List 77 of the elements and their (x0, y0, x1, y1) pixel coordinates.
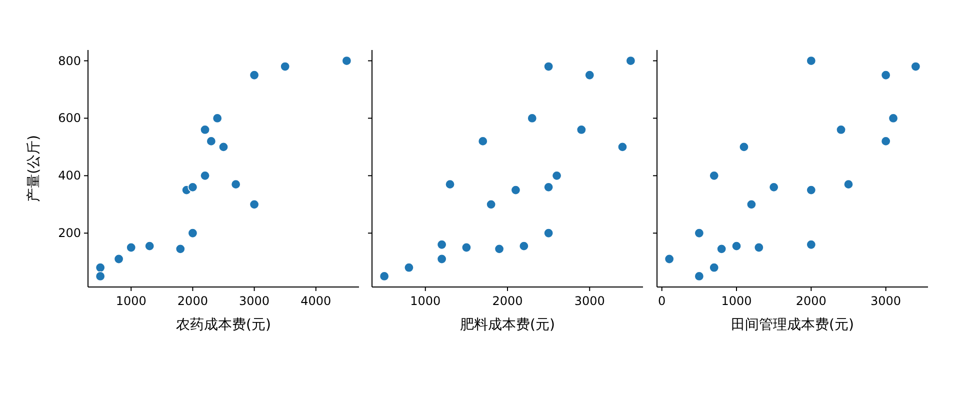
point (486, 199, 496, 210)
point (188, 182, 198, 192)
x-tick-label: 1000 (116, 294, 146, 308)
point (478, 136, 488, 146)
point (709, 170, 720, 181)
point (843, 179, 854, 190)
x-axis-title: 肥料成本费(元) (460, 317, 555, 333)
point (880, 70, 891, 80)
point (544, 62, 554, 72)
x-tick-label: 2000 (796, 294, 826, 308)
point (95, 262, 106, 273)
point (436, 240, 447, 250)
point (732, 241, 742, 252)
point (200, 124, 210, 135)
point (664, 254, 674, 264)
point (461, 242, 472, 252)
x-tick-label: 1000 (721, 294, 752, 308)
point (144, 241, 155, 252)
point (494, 244, 504, 254)
point (218, 142, 228, 152)
point (709, 262, 720, 273)
x-axis-title: 田间管理成本费(元) (731, 317, 854, 333)
point (910, 62, 921, 72)
x-tick-label: 2000 (177, 294, 208, 308)
x-tick-label: 2000 (492, 294, 523, 308)
point (249, 199, 260, 210)
point (617, 142, 628, 152)
point (544, 228, 554, 238)
point (95, 271, 106, 282)
y-tick-label: 600 (58, 111, 81, 126)
point (888, 113, 898, 124)
point (552, 170, 562, 181)
x-axis-title: 农药成本费(元) (176, 317, 271, 333)
point (806, 240, 816, 250)
point (576, 124, 586, 135)
point (379, 271, 390, 282)
y-tick-label: 800 (58, 54, 81, 68)
point (404, 262, 414, 273)
point (626, 56, 636, 66)
point (249, 70, 260, 80)
point (206, 136, 216, 146)
x-tick-label: 3000 (870, 294, 902, 308)
point (836, 124, 846, 135)
point (880, 136, 891, 146)
x-tick-label: 4000 (300, 294, 332, 308)
point (445, 179, 456, 190)
point (212, 113, 222, 124)
point (436, 254, 447, 264)
x-tick-label: 1000 (410, 294, 441, 308)
point (716, 244, 727, 254)
point (694, 228, 704, 238)
y-axis-title: 产量(公斤) (26, 135, 42, 202)
x-tick-label: 0 (658, 294, 666, 308)
point (806, 56, 816, 66)
point (518, 241, 529, 252)
point (527, 113, 538, 124)
point (175, 244, 186, 254)
point (806, 185, 816, 196)
x-tick-label: 3000 (239, 294, 270, 308)
point (114, 254, 124, 264)
point (746, 199, 756, 210)
point (230, 179, 241, 190)
x-tick-label: 3000 (574, 294, 605, 308)
point (510, 185, 521, 196)
point (768, 182, 779, 192)
point (544, 182, 554, 192)
point (584, 70, 595, 80)
point (738, 142, 749, 152)
point (342, 56, 352, 66)
point (200, 170, 210, 181)
y-tick-label: 400 (58, 168, 81, 183)
point (280, 62, 290, 72)
point (754, 242, 764, 252)
point (694, 271, 704, 282)
point (188, 228, 198, 238)
point (126, 242, 136, 252)
y-tick-label: 200 (58, 226, 81, 240)
